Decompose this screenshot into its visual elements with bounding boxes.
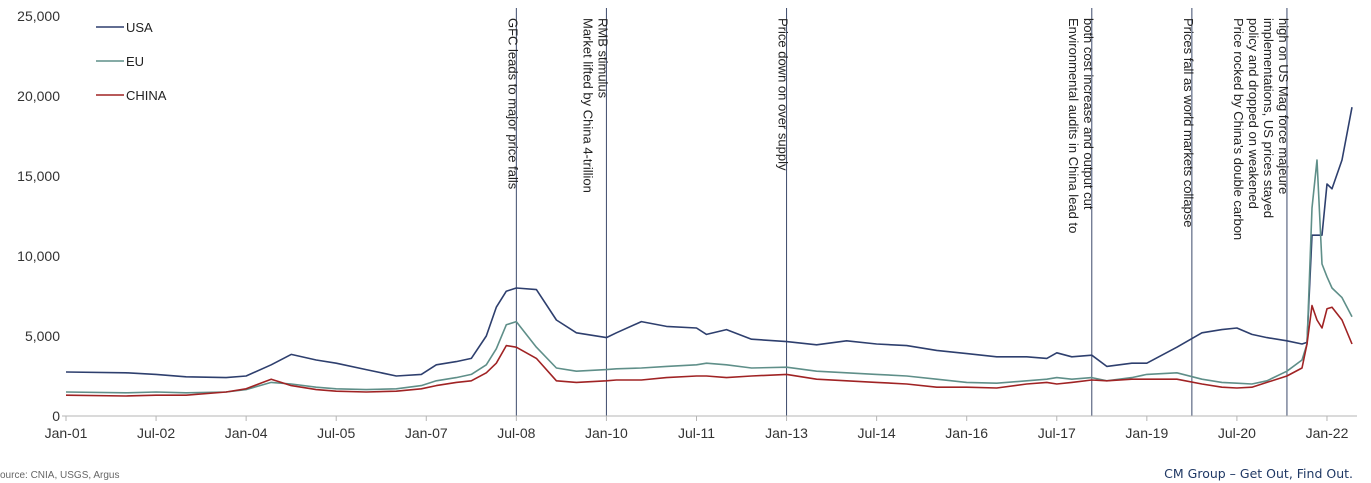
series-lines (65, 107, 1353, 397)
legend-label-eu: EU (126, 54, 144, 69)
annotation-text: Environmental audits in China lead to (1066, 18, 1081, 233)
y-tick-label: 15,000 (17, 168, 60, 184)
x-tick-label: Jan-07 (405, 425, 448, 441)
x-axis-ticks: Jan-01 Jul-02 Jan-04 Jul-05 Jan-07 Jul-08 Jan-… (45, 416, 1349, 441)
x-tick-label: Jul-11 (678, 425, 715, 441)
x-tick-label: Jul-05 (317, 425, 355, 441)
y-tick-label: 25,000 (17, 8, 60, 24)
x-tick-label: Jul-17 (1038, 425, 1076, 441)
x-tick-label: Jul-02 (137, 425, 175, 441)
x-tick-label: Jul-14 (858, 425, 896, 441)
series-line-eu (65, 159, 1353, 394)
x-tick-label: Jul-08 (497, 425, 535, 441)
legend: USA EU CHINA (96, 20, 167, 103)
x-tick-label: Jul-20 (1218, 425, 1256, 441)
annotation-text: high on US Mag force majeure (1276, 18, 1291, 194)
x-tick-label: Jan-13 (765, 425, 808, 441)
legend-label-usa: USA (126, 20, 153, 35)
y-axis-ticks: 0 5,000 10,000 15,000 20,000 25,000 (17, 8, 60, 424)
annotation-text: RMB stimulus (595, 18, 610, 99)
annotation-text: GFC leads to major price falls (505, 18, 520, 190)
annotation-text: both cost increase and output cut (1081, 18, 1096, 210)
annotation-text: implementations, US prices stayed (1261, 18, 1276, 218)
x-tick-label: Jan-19 (1125, 425, 1168, 441)
source-note: ource: CNIA, USGS, Argus (0, 470, 120, 481)
x-tick-label: Jan-10 (585, 425, 628, 441)
y-tick-label: 0 (52, 408, 60, 424)
annotation-text: Price down on over supply (776, 18, 791, 171)
y-tick-label: 10,000 (17, 248, 60, 264)
x-tick-label: Jan-22 (1306, 425, 1349, 441)
legend-label-china: CHINA (126, 88, 167, 103)
series-line-china (65, 304, 1353, 397)
annotation-text: Market lifted by China 4-trillion (580, 18, 595, 193)
annotation-text: policy and dropped on weakened (1246, 18, 1261, 209)
annotation-texts: GFC leads to major price falls Market lif… (505, 18, 1291, 240)
x-tick-label: Jan-01 (45, 425, 88, 441)
y-tick-label: 5,000 (25, 328, 60, 344)
x-tick-label: Jan-16 (945, 425, 988, 441)
x-tick-label: Jan-04 (225, 425, 268, 441)
brand-tagline: CM Group – Get Out, Find Out. (1164, 466, 1353, 481)
y-tick-label: 20,000 (17, 88, 60, 104)
annotation-lines (515, 8, 1288, 416)
series-line-usa (65, 107, 1353, 379)
annotation-text: Price rocked by China's double carbon (1231, 18, 1246, 240)
annotation-text: Prices fall as world markets collapse (1181, 18, 1196, 228)
